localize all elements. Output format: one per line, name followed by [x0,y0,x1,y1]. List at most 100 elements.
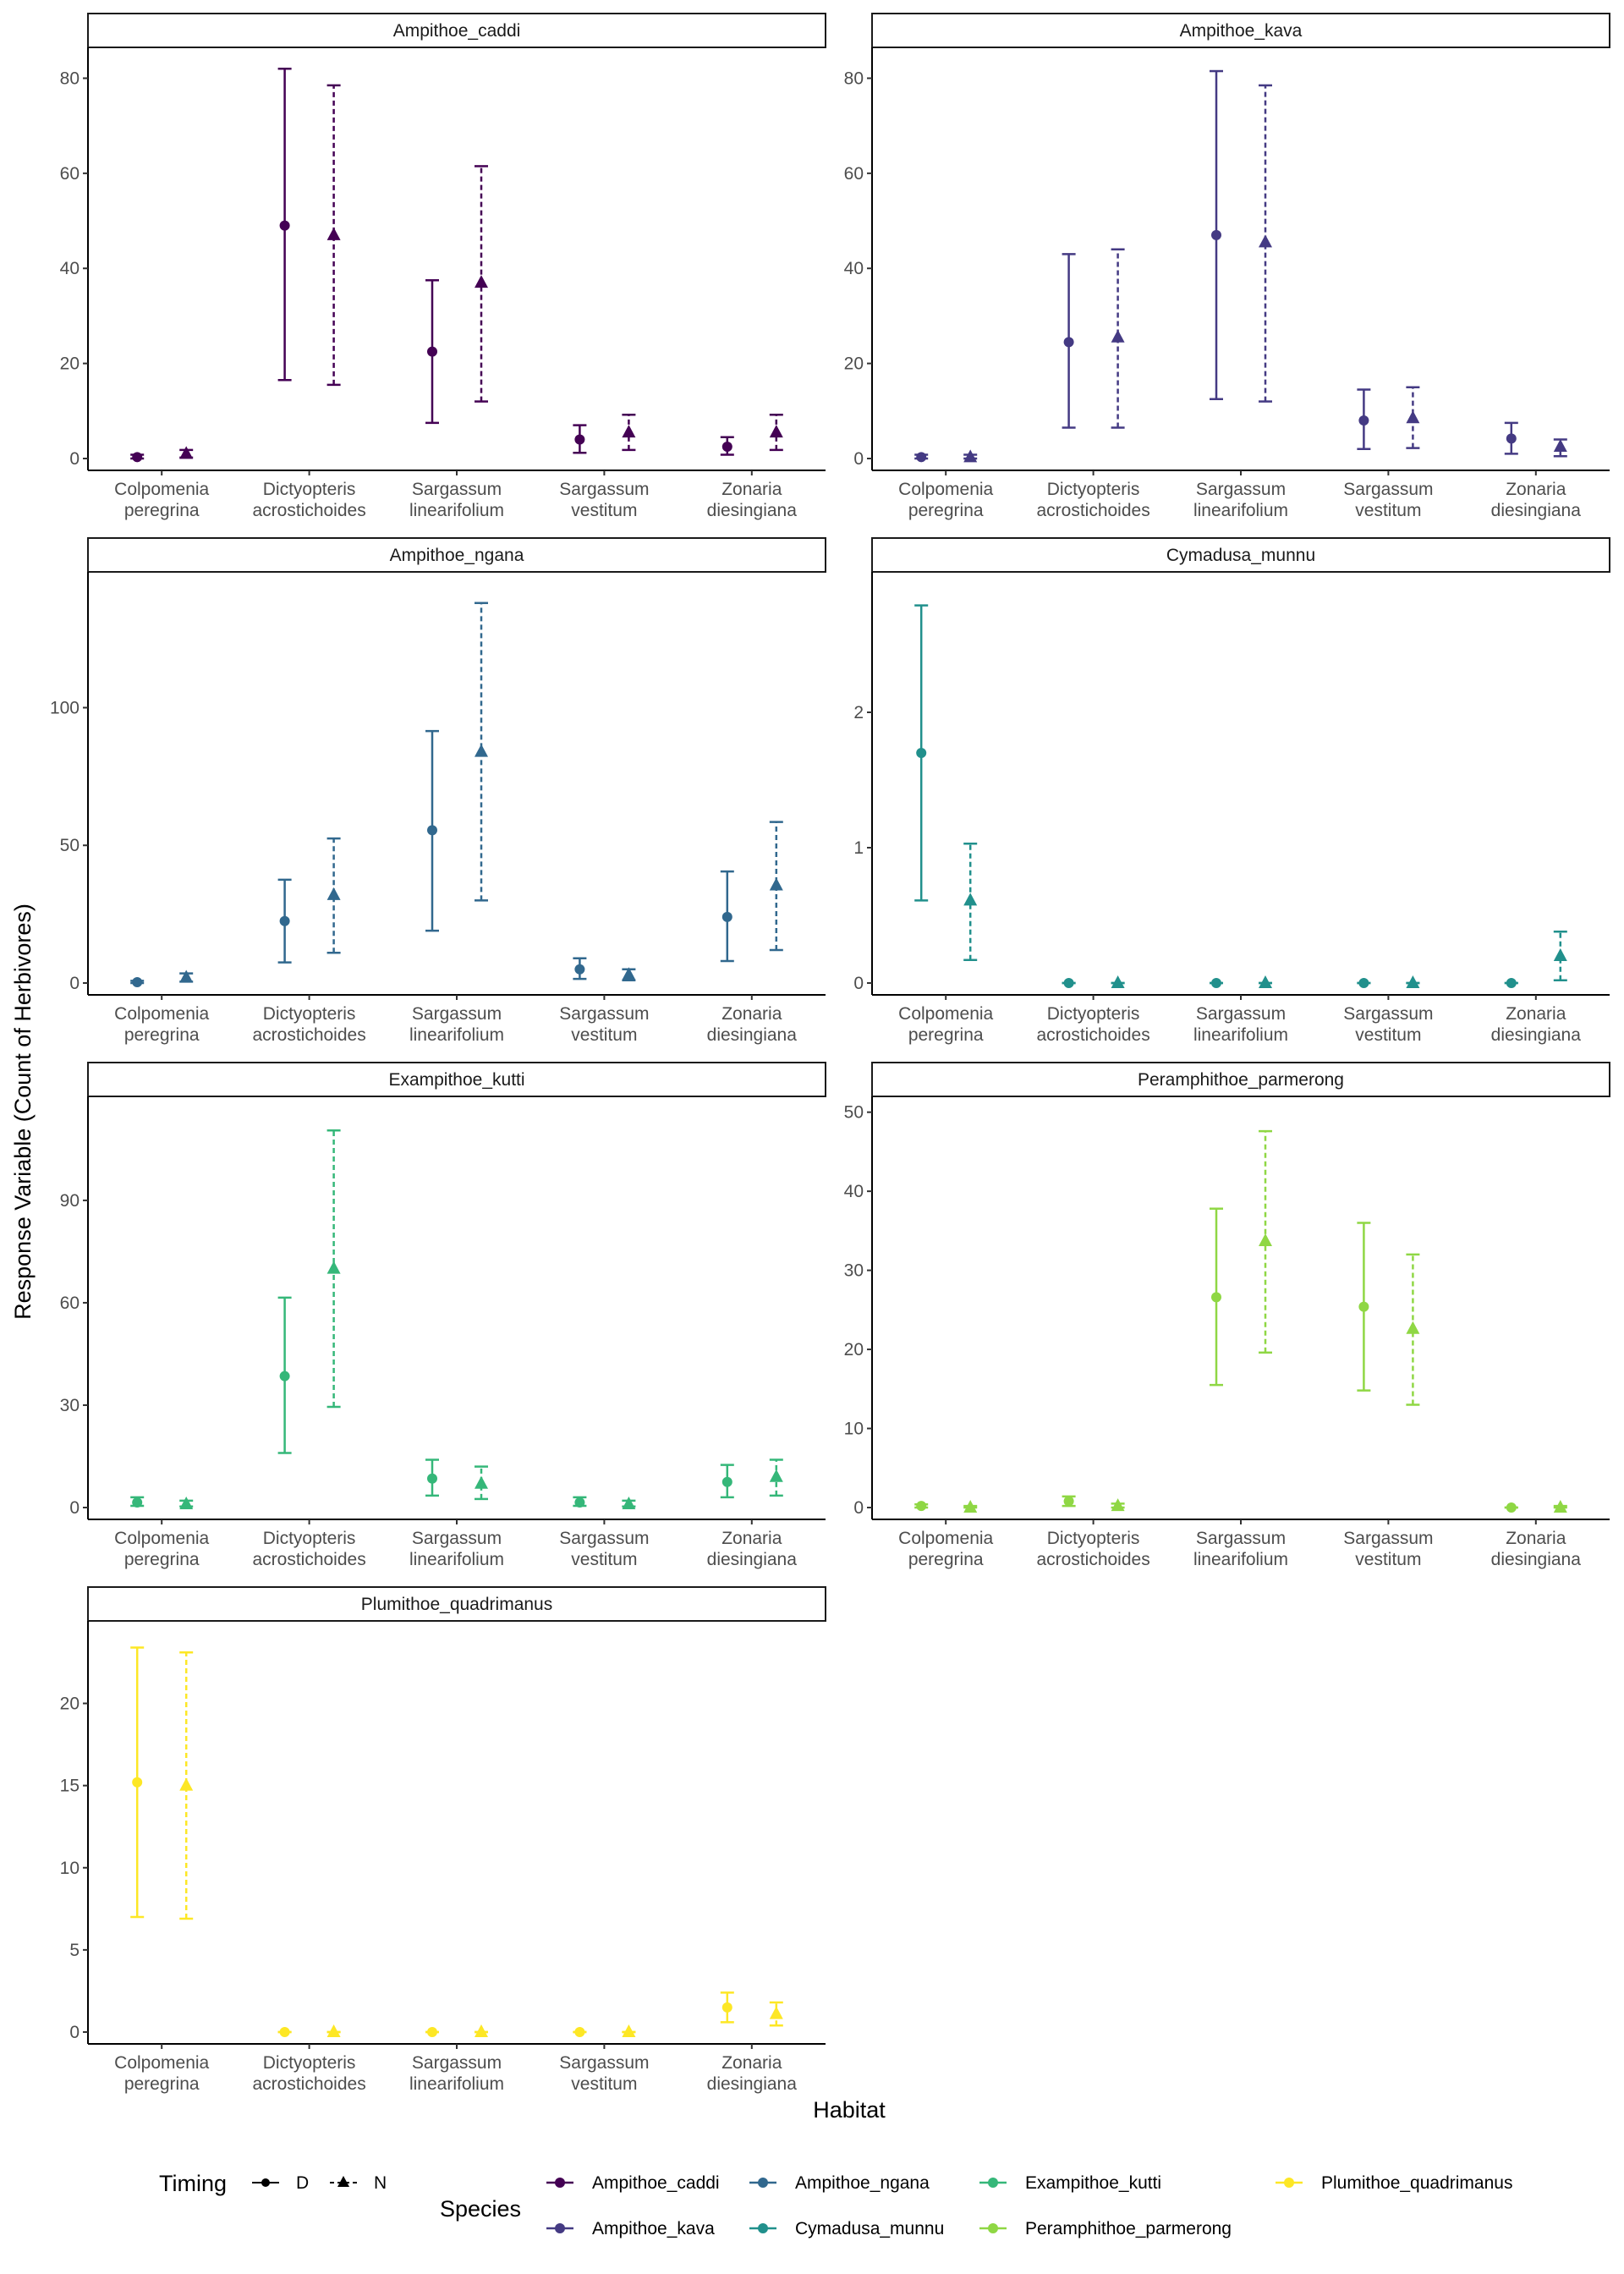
x-tick-label: Dictyopteris acrostichoides [252,1004,365,1045]
y-tick-label: 0 [853,1498,864,1518]
point-N [769,877,783,891]
x-tick-label-line: acrostichoides [1036,1550,1149,1569]
point-D [427,1473,437,1484]
x-tick-label-line: peregrina [908,1025,984,1045]
point-D [1063,978,1074,988]
y-tick-label: 40 [844,259,864,278]
facet-strip [87,1586,826,1622]
facet-strip [871,13,1610,48]
point-D [427,346,437,357]
point-N [622,425,636,438]
species-legend-keys: Ampithoe_caddi Ampithoe_kava Ampithoe_ngan… [546,2173,1512,2238]
x-tick-label: Zonaria diesingiana [707,2053,798,2094]
facet-strip [87,537,826,573]
point-N [963,893,978,906]
point-D [721,441,732,452]
x-tick-label-line: Sargassum [559,2053,649,2073]
x-tick-label-line: Colpomenia [898,480,993,499]
facet-title: Exampithoe_kutti [388,1070,524,1090]
point-N [1259,234,1272,248]
x-tick-label: Sargassum vestitum [1343,1004,1433,1045]
x-tick-label: Sargassum vestitum [1343,480,1433,520]
y-tick-label: 60 [60,164,80,184]
x-tick-label-line: Colpomenia [114,1529,209,1548]
x-tick-label-line: Zonaria [721,1004,782,1024]
point-N [475,2024,488,2037]
point-N [622,1496,636,1509]
x-tick-label: Dictyopteris acrostichoides [252,480,365,520]
x-tick-label-line: Dictyopteris [263,1004,356,1024]
x-tick-label-line: linearifolium [1193,501,1288,520]
point-N [1406,1321,1420,1334]
x-tick-label: Sargassum vestitum [559,2053,649,2094]
y-tick-label: 0 [69,2023,80,2042]
point-N [1553,948,1567,961]
x-tick-label-line: Sargassum [559,1004,649,1024]
circle-icon [261,2178,270,2187]
x-tick-label: Colpomenia peregrina [898,1529,993,1569]
x-tick-label-line: Sargassum [412,1004,502,1024]
y-tick-label: 40 [60,259,80,278]
y-tick-label: 40 [844,1182,864,1201]
x-tick-label-line: Dictyopteris [263,480,356,499]
y-tick-label: 80 [60,69,80,88]
x-tick-label-line: linearifolium [1193,1550,1288,1569]
facet-Cymadusa_munnu: Cymadusa_munnu 0 1 2 Colpomenia peregrina Dict… [853,537,1610,1045]
facet-Ampithoe_caddi: Ampithoe_caddi 0 20 40 60 80 Colpomenia peregri… [60,13,826,520]
x-tick-label-line: Sargassum [559,480,649,499]
y-tick-label: 60 [60,1294,80,1313]
point-D [279,2027,290,2037]
x-tick-label-line: Dictyopteris [263,1529,356,1548]
x-tick-label-line: diesingiana [707,2074,798,2094]
point-D [279,220,290,231]
facet-Exampithoe_kutti: Exampithoe_kutti 0 30 60 90 Colpomenia peregri… [60,1062,826,1569]
point-D [1211,978,1221,988]
point-D [1063,1496,1074,1507]
x-tick-label: Colpomenia peregrina [114,1529,209,1569]
x-tick-label-line: vestitum [1355,1025,1421,1045]
x-tick-label-line: Colpomenia [114,2053,209,2073]
facet-title: Plumithoe_quadrimanus [361,1595,552,1614]
species-key-label: Ampithoe_caddi [592,2173,720,2193]
x-tick-label-line: Sargassum [1196,1529,1286,1548]
point-D [427,825,437,836]
y-tick-label: 60 [844,164,864,184]
species-key-label: Ampithoe_kava [592,2219,715,2238]
x-tick-label-line: Sargassum [1196,480,1286,499]
x-tick-label: Zonaria diesingiana [707,480,798,520]
point-N [1259,1233,1272,1247]
x-axis-title: Habitat [813,2097,886,2123]
point-D [1211,229,1221,240]
x-tick-label-line: linearifolium [409,1025,504,1045]
point-D [721,2002,732,2013]
point-N [326,2024,341,2037]
point-D [721,911,732,922]
point-N [326,1261,341,1274]
x-tick-label-line: peregrina [124,2074,200,2094]
point-D [132,452,143,463]
x-tick-label-line: acrostichoides [252,501,365,520]
x-tick-label-line: diesingiana [1491,1550,1582,1569]
point-N [1553,438,1567,452]
x-tick-label-line: Zonaria [1506,480,1566,499]
x-tick-label: Sargassum linearifolium [1193,480,1288,520]
y-tick-label: 30 [60,1396,80,1415]
point-N [326,227,341,240]
x-tick-label: Zonaria diesingiana [707,1529,798,1569]
y-tick-label: 10 [60,1859,80,1878]
point-N [475,275,488,288]
y-tick-label: 0 [853,449,864,469]
x-tick-label-line: linearifolium [409,501,504,520]
facet-Ampithoe_kava: Ampithoe_kava 0 20 40 60 80 Colpomenia peregrin… [844,13,1610,520]
point-D [1063,337,1074,348]
x-tick-label-line: diesingiana [707,1550,798,1569]
y-tick-label: 100 [50,698,80,717]
facet-strip [871,537,1610,573]
y-tick-label: 90 [60,1191,80,1211]
point-D [916,1501,927,1512]
x-tick-label-line: vestitum [1355,501,1421,520]
point-D [574,2027,585,2037]
point-D [132,977,143,988]
